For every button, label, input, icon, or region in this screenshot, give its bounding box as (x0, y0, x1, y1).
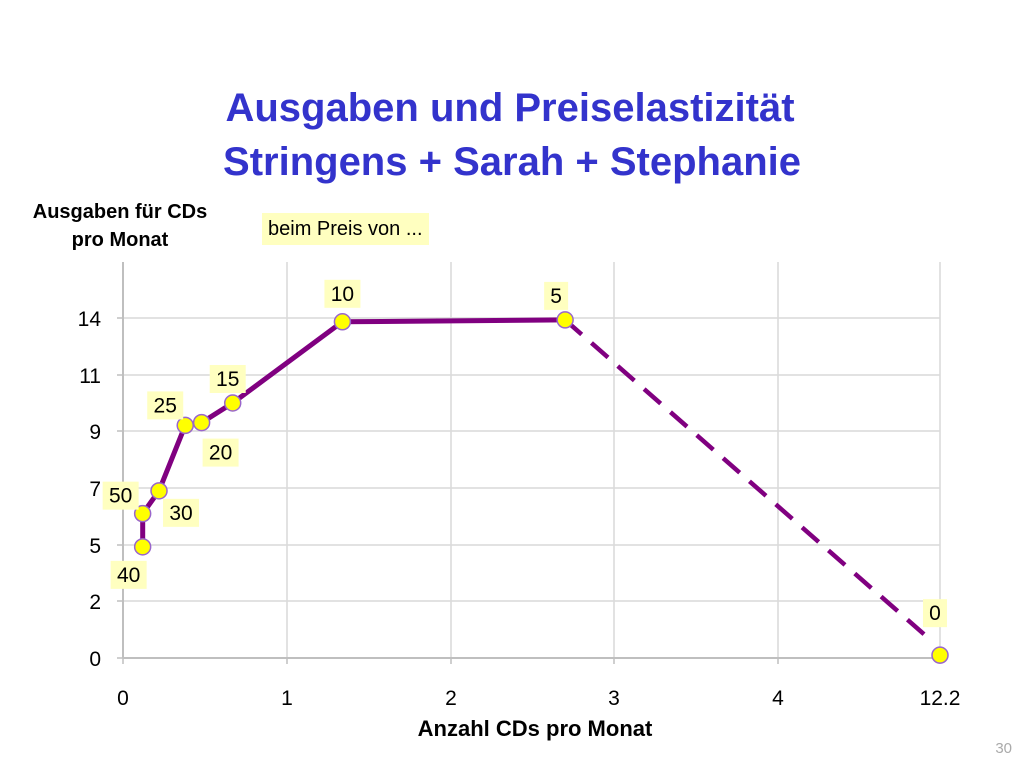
series-line-dashed (563, 318, 934, 643)
data-label-bg (147, 391, 184, 420)
data-label-bg (102, 481, 139, 510)
data-label-price: 10 (331, 283, 354, 306)
x-tick-label: 4 (772, 687, 784, 710)
data-point-marker (223, 394, 242, 412)
data-label-price: 20 (209, 442, 232, 465)
x-axis-label: Anzahl CDs pro Monat (417, 716, 653, 741)
data-label-price: 30 (169, 502, 192, 525)
data-point-marker (556, 311, 574, 329)
y-axis-label: Ausgaben für CDs pro Monat (32, 201, 208, 251)
x-tick-label: 3 (608, 687, 620, 710)
data-label-bg (163, 498, 200, 527)
data-point-marker (150, 482, 168, 500)
data-label-bg (324, 279, 361, 308)
data-label-price: 0 (929, 602, 941, 625)
data-point-marker (176, 416, 194, 435)
data-label-price: 5 (550, 285, 562, 308)
data-point-marker (133, 538, 152, 556)
data-label-bg (110, 560, 147, 589)
data-label-bg (544, 281, 569, 310)
y-tick-label: 7 (89, 478, 101, 501)
data-label-bg (923, 599, 947, 628)
data-point-marker (192, 413, 211, 432)
data-label-price: 25 (154, 394, 177, 417)
data-label-bg (202, 438, 239, 467)
y-tick-label: 0 (89, 648, 101, 671)
y-tick-label: 9 (89, 421, 101, 444)
data-point-marker (333, 313, 352, 331)
y-tick-label: 11 (79, 365, 101, 388)
data-label-price: 40 (117, 564, 140, 587)
slide-title-line2: Stringens + Sarah + Stephanie (223, 140, 801, 184)
data-label-price: 15 (216, 368, 239, 391)
page-number: 30 (995, 740, 1012, 757)
data-label-bg (209, 365, 246, 393)
x-tick-label: 12.2 (920, 687, 961, 710)
slide-title-line1: Ausgaben und Preiselastizität (225, 86, 795, 130)
y-tick-label: 5 (89, 535, 101, 558)
data-point-marker (931, 646, 949, 664)
x-tick-label: 0 (117, 687, 129, 710)
price-annotation: beim Preis von ... (262, 213, 429, 245)
data-label-price: 50 (109, 485, 132, 508)
y-tick-label: 2 (89, 591, 101, 614)
data-point-marker (133, 504, 152, 523)
x-tick-label: 1 (281, 687, 293, 710)
series-line-solid (140, 317, 566, 547)
x-tick-label: 2 (445, 687, 457, 710)
y-tick-label: 14 (78, 308, 102, 331)
